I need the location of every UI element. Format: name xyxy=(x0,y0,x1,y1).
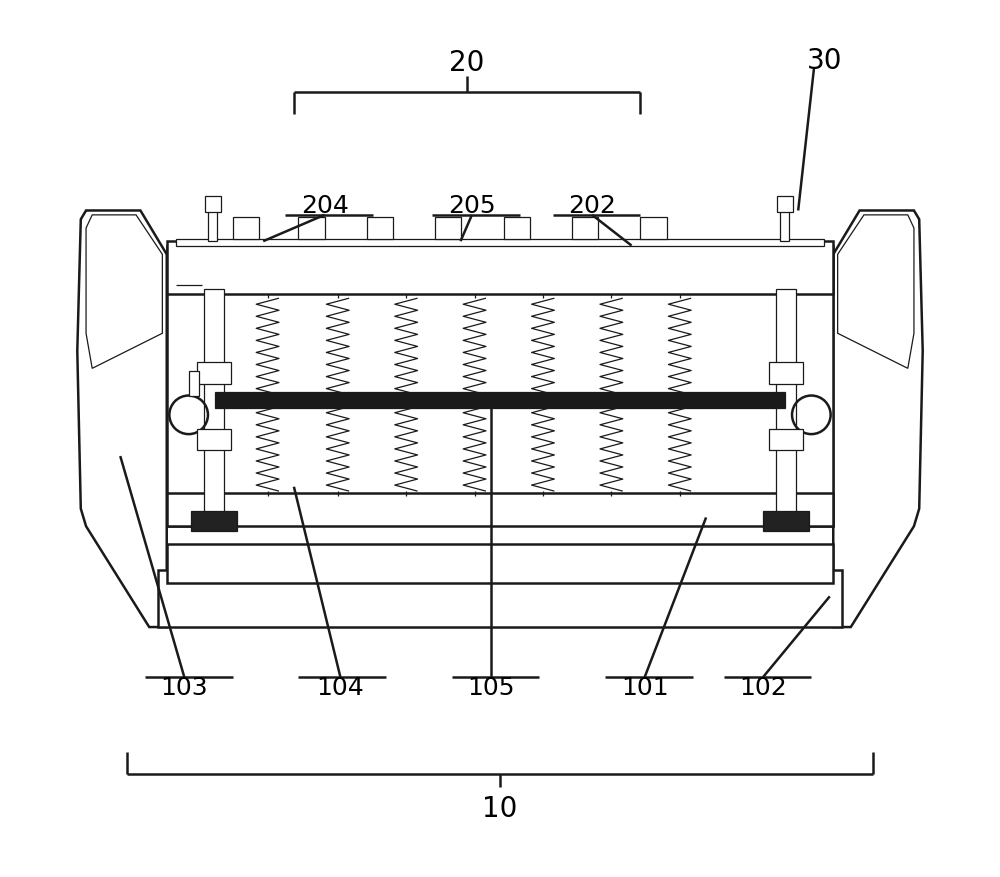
Text: 204: 204 xyxy=(301,194,349,218)
Text: 105: 105 xyxy=(467,676,515,701)
Bar xyxy=(435,217,461,239)
Polygon shape xyxy=(833,210,923,627)
Polygon shape xyxy=(86,215,162,368)
Text: 202: 202 xyxy=(568,194,616,218)
Bar xyxy=(158,570,842,627)
Bar xyxy=(197,362,231,384)
Bar xyxy=(167,246,211,526)
Bar xyxy=(176,239,824,246)
Bar xyxy=(189,372,199,396)
Bar xyxy=(215,392,785,408)
Bar xyxy=(167,544,833,583)
Bar xyxy=(504,217,530,239)
Bar xyxy=(640,217,667,239)
Bar xyxy=(167,493,833,526)
Bar xyxy=(776,289,796,526)
Bar xyxy=(789,246,833,526)
Text: 30: 30 xyxy=(807,47,842,75)
Bar xyxy=(763,511,809,531)
Bar xyxy=(205,196,221,212)
Text: 10: 10 xyxy=(482,795,518,823)
Text: 102: 102 xyxy=(739,676,787,701)
Bar xyxy=(777,196,793,212)
Bar xyxy=(769,429,803,451)
Bar xyxy=(769,362,803,384)
Bar xyxy=(367,217,393,239)
Bar xyxy=(298,217,325,239)
Text: 20: 20 xyxy=(449,49,485,77)
Bar xyxy=(167,241,833,294)
Bar xyxy=(208,210,217,241)
Text: 101: 101 xyxy=(621,676,669,701)
Bar xyxy=(191,511,237,531)
Bar xyxy=(204,289,224,526)
Bar xyxy=(197,429,231,451)
Bar xyxy=(572,217,598,239)
Polygon shape xyxy=(77,210,167,627)
Bar xyxy=(233,217,259,239)
Text: 205: 205 xyxy=(448,194,496,218)
Text: 103: 103 xyxy=(160,676,208,701)
Polygon shape xyxy=(838,215,914,368)
Bar xyxy=(780,210,789,241)
Text: 104: 104 xyxy=(317,676,364,701)
